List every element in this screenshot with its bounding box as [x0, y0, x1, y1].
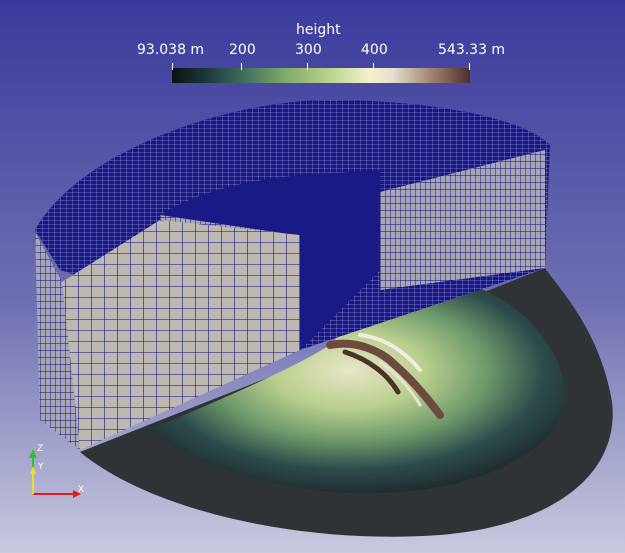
mesh-inner-wall-right	[380, 150, 545, 290]
colorbar-label-400: 400	[361, 42, 388, 58]
colorbar-title: height	[296, 22, 341, 38]
mesh-front-face	[62, 220, 300, 450]
colorbar-tick-300	[307, 63, 308, 70]
axis-y-label: Y	[37, 462, 44, 472]
terrain-ridges	[326, 333, 444, 419]
colorbar-label-max: 543.33 m	[438, 42, 506, 58]
axis-x-label: X	[78, 485, 84, 495]
colorbar-tick-400	[373, 63, 374, 70]
colorbar-label-300: 300	[295, 42, 322, 58]
terrain-surface	[150, 281, 566, 494]
colorbar-tick-min	[172, 63, 173, 70]
colorbar-tick-200	[241, 63, 242, 70]
orientation-axes	[29, 449, 81, 498]
colorbar-label-min: 93.038 m	[137, 42, 205, 58]
axis-z-label: Z	[37, 444, 43, 454]
mesh-outer-wall-left	[35, 232, 80, 450]
colorbar-label-200: 200	[229, 42, 256, 58]
colorbar-tick-max	[469, 63, 470, 70]
height-colorbar	[172, 68, 470, 83]
